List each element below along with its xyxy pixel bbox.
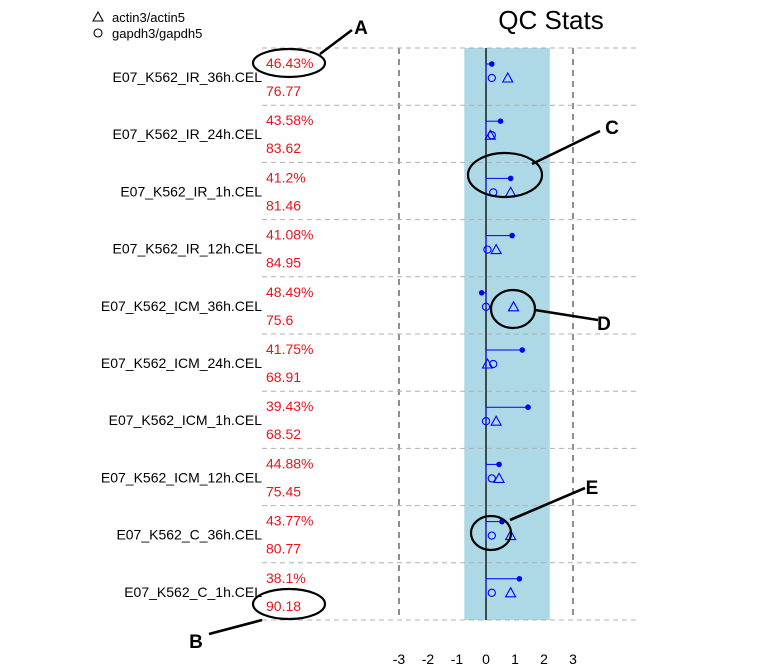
background-score-label: 81.46 (266, 197, 301, 213)
gapdh-ratio-point (481, 417, 491, 426)
x-tick-label: -2 (422, 651, 435, 667)
gapdh-ratio-point (487, 531, 496, 540)
x-tick-label: 0 (482, 651, 490, 667)
x-tick-label: -1 (451, 651, 464, 667)
legend: actin3/actin5 gapdh3/gapdh5 (92, 10, 202, 41)
background-score-label: 83.62 (266, 140, 301, 156)
sample-label: E07_K562_IR_12h.CEL (113, 241, 263, 257)
scale-factor-point (478, 290, 485, 296)
gapdh-ratio-point (487, 474, 496, 483)
scale-factor-point (497, 118, 504, 124)
sample-label: E07_K562_IR_36h.CEL (113, 69, 263, 85)
present-percent-label: 39.43% (266, 398, 313, 414)
sample-label: E07_K562_ICM_24h.CEL (101, 355, 262, 371)
annotation-letter: E (586, 478, 599, 499)
scale-factor-point (496, 461, 502, 468)
sample-label: E07_K562_C_36h.CEL (116, 527, 262, 543)
annotation-ellipse (469, 514, 513, 552)
sample-label: E07_K562_ICM_12h.CEL (101, 469, 262, 485)
background-score-label: 68.91 (266, 369, 301, 385)
legend-triangle-icon (92, 10, 104, 22)
scale-factor-point (525, 404, 531, 411)
sample-label: E07_K562_C_1h.CEL (124, 584, 262, 600)
annotation-leader (534, 308, 599, 322)
present-percent-label: 41.2% (266, 169, 306, 185)
x-tick-label: 2 (540, 651, 548, 667)
annotation-letter: D (597, 314, 611, 335)
sample-label: E07_K562_IR_1h.CEL (120, 183, 262, 199)
scale-factor-point (509, 232, 515, 239)
annotation-ellipse (489, 288, 537, 330)
actin-ratio-point (490, 243, 503, 255)
annotation-leader (208, 618, 263, 636)
scale-factor-point (519, 347, 526, 353)
annotation-ellipse (251, 587, 327, 621)
annotation-ellipse (466, 151, 544, 199)
sample-label: E07_K562_ICM_1h.CEL (109, 412, 263, 428)
present-percent-label: 41.75% (266, 341, 313, 357)
chart-title: QC Stats (498, 5, 603, 35)
annotation-letter: B (189, 632, 203, 653)
annotation-leader (319, 28, 353, 56)
annotation-letter: A (354, 18, 368, 39)
present-percent-label: 43.58% (266, 112, 313, 128)
present-percent-label: 38.1% (266, 570, 306, 586)
x-tick-label: 3 (569, 651, 577, 667)
legend-label-actin: actin3/actin5 (112, 10, 185, 25)
background-score-label: 84.95 (266, 255, 301, 271)
actin-ratio-point (504, 586, 517, 598)
present-percent-label: 43.77% (266, 513, 313, 529)
legend-label-gapdh: gapdh3/gapdh5 (112, 26, 202, 41)
annotation-ellipse (251, 47, 327, 79)
scale-factor-point (516, 576, 523, 582)
scale-factor-point (507, 175, 514, 182)
background-score-label: 75.45 (266, 483, 301, 499)
actin-ratio-point (493, 472, 505, 483)
x-tick-label: -3 (393, 651, 406, 667)
actin-ratio-point (501, 71, 514, 83)
legend-circle-icon (93, 28, 103, 38)
scale-factor-point (489, 61, 495, 67)
sample-label: E07_K562_ICM_36h.CEL (101, 298, 262, 314)
gapdh-ratio-point (487, 73, 496, 83)
annotation-leader (531, 129, 601, 166)
gapdh-ratio-point (487, 131, 496, 140)
background-score-label: 68.52 (266, 426, 301, 442)
sample-label: E07_K562_IR_24h.CEL (113, 126, 263, 142)
present-percent-label: 48.49% (266, 284, 313, 300)
actin-ratio-point (490, 415, 503, 426)
background-score-label: 80.77 (266, 541, 301, 557)
gapdh-ratio-point (481, 302, 491, 311)
gapdh-ratio-point (489, 359, 498, 369)
x-tick-label: 1 (511, 651, 519, 667)
present-percent-label: 44.88% (266, 455, 313, 471)
actin-ratio-point (507, 300, 520, 312)
gapdh-ratio-point (487, 588, 496, 597)
annotation-leader (509, 486, 586, 522)
gapdh-ratio-point (483, 245, 492, 254)
background-score-label: 76.77 (266, 83, 301, 99)
background-score-label: 75.6 (266, 312, 293, 328)
present-percent-label: 46.43% (266, 55, 313, 71)
annotation-letter: C (605, 118, 619, 139)
present-percent-label: 41.08% (266, 227, 313, 243)
background-score-label: 90.18 (266, 598, 301, 614)
